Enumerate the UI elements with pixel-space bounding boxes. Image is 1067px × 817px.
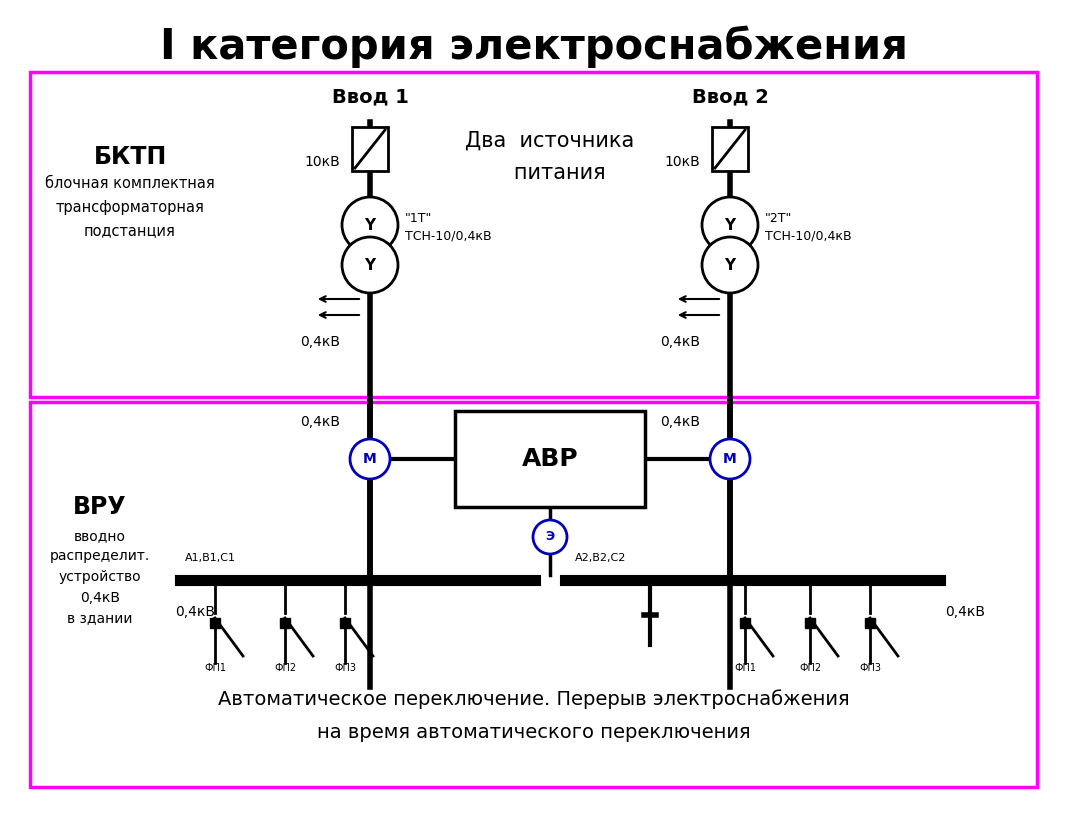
Text: 0,4кВ: 0,4кВ xyxy=(660,415,700,429)
Text: 0,4кВ: 0,4кВ xyxy=(300,335,340,349)
Text: АВР: АВР xyxy=(522,447,578,471)
Bar xyxy=(865,618,875,628)
Bar xyxy=(352,127,388,171)
Text: ФП2: ФП2 xyxy=(274,663,296,673)
Bar xyxy=(280,618,290,628)
Circle shape xyxy=(343,237,398,293)
Text: вводно
распределит.
устройство
0,4кВ
в здании: вводно распределит. устройство 0,4кВ в з… xyxy=(50,529,150,625)
Bar xyxy=(455,411,644,507)
Text: ФП2: ФП2 xyxy=(799,663,822,673)
Text: М: М xyxy=(363,452,377,466)
Circle shape xyxy=(350,439,391,479)
Text: ФП3: ФП3 xyxy=(334,663,356,673)
Text: I категория электроснабжения: I категория электроснабжения xyxy=(160,26,907,69)
Text: Два  источника
   питания: Два источника питания xyxy=(465,131,635,183)
Text: ФП1: ФП1 xyxy=(204,663,226,673)
Text: М: М xyxy=(723,452,737,466)
Circle shape xyxy=(702,237,758,293)
Text: 10кВ: 10кВ xyxy=(304,155,340,169)
Text: блочная комплектная
трансформаторная
подстанция: блочная комплектная трансформаторная под… xyxy=(45,176,214,238)
Circle shape xyxy=(343,197,398,253)
Bar xyxy=(340,618,350,628)
Bar xyxy=(30,402,1037,787)
Text: 0,4кВ: 0,4кВ xyxy=(660,335,700,349)
Text: 0,4кВ: 0,4кВ xyxy=(945,605,985,619)
Bar xyxy=(210,618,220,628)
Text: на время автоматического переключения: на время автоматического переключения xyxy=(317,722,750,742)
Text: Автоматическое переключение. Перерыв электроснабжения: Автоматическое переключение. Перерыв эле… xyxy=(218,690,849,709)
Text: Y: Y xyxy=(724,217,735,233)
Circle shape xyxy=(702,197,758,253)
Text: Y: Y xyxy=(724,257,735,273)
Bar xyxy=(30,72,1037,397)
Text: Y: Y xyxy=(365,257,376,273)
Circle shape xyxy=(534,520,567,554)
Text: А2,В2,С2: А2,В2,С2 xyxy=(575,553,626,563)
Circle shape xyxy=(710,439,750,479)
Text: Ввод 2: Ввод 2 xyxy=(691,87,768,106)
Text: Э: Э xyxy=(545,530,555,543)
Text: 0,4кВ: 0,4кВ xyxy=(175,605,214,619)
Text: 10кВ: 10кВ xyxy=(665,155,700,169)
Text: ВРУ: ВРУ xyxy=(74,495,127,519)
Bar xyxy=(740,618,750,628)
Bar xyxy=(805,618,815,628)
Text: А1,В1,С1: А1,В1,С1 xyxy=(185,553,236,563)
Text: 0,4кВ: 0,4кВ xyxy=(300,415,340,429)
Bar xyxy=(712,127,748,171)
Text: ФП3: ФП3 xyxy=(859,663,881,673)
Text: "2Т"
ТСН-10/0,4кВ: "2Т" ТСН-10/0,4кВ xyxy=(765,212,851,243)
Text: ФП1: ФП1 xyxy=(734,663,757,673)
Text: БКТП: БКТП xyxy=(94,145,166,169)
Text: Y: Y xyxy=(365,217,376,233)
Text: Ввод 1: Ввод 1 xyxy=(332,87,409,106)
Text: "1Т"
ТСН-10/0,4кВ: "1Т" ТСН-10/0,4кВ xyxy=(405,212,492,243)
